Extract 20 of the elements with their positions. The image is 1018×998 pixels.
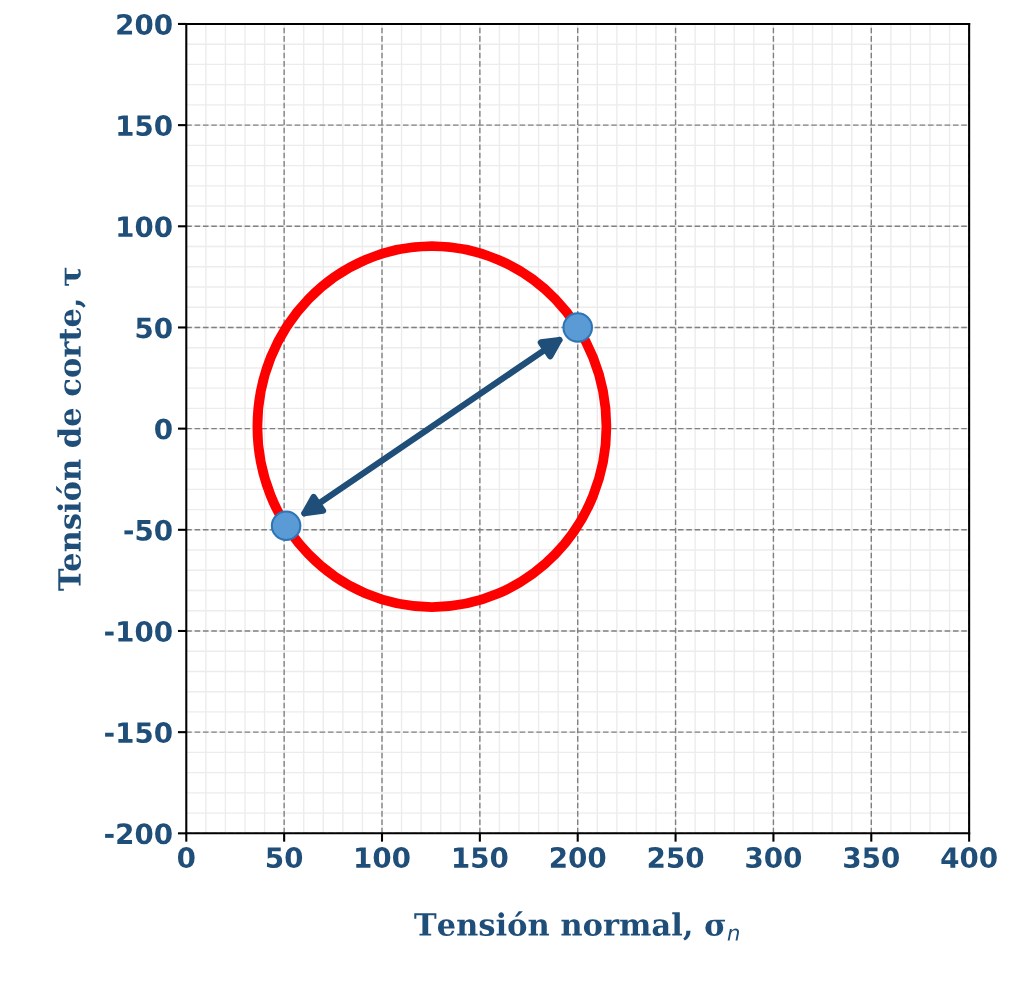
y-tick-label: -150 [105, 722, 172, 744]
x-tick-label: 150 [454, 847, 508, 869]
x-tick-label: 100 [356, 847, 410, 869]
x-tick-label: 0 [177, 847, 195, 869]
x-tick-label: 50 [266, 847, 303, 869]
x-tick-label: 200 [550, 847, 606, 869]
y-tick-label: -100 [105, 620, 172, 642]
y-tick-label: -50 [124, 519, 172, 541]
y-tick-label: 100 [118, 216, 172, 238]
y-tick-label: 50 [136, 317, 172, 339]
y-axis-title: Tensión de corte, τ [56, 267, 86, 591]
x-axis-title: Tensión normal, σ$_{n}$ [414, 911, 740, 941]
x-tick-label: 350 [844, 847, 899, 869]
y-tick-label: 200 [117, 13, 172, 35]
x-tick-label: 250 [648, 847, 704, 869]
y-tick-label: -200 [105, 823, 172, 845]
x-tick-label: 300 [746, 847, 802, 869]
y-tick-label: 150 [118, 115, 172, 137]
x-tick-label: 400 [941, 847, 997, 869]
y-tick-label: 0 [155, 418, 172, 440]
